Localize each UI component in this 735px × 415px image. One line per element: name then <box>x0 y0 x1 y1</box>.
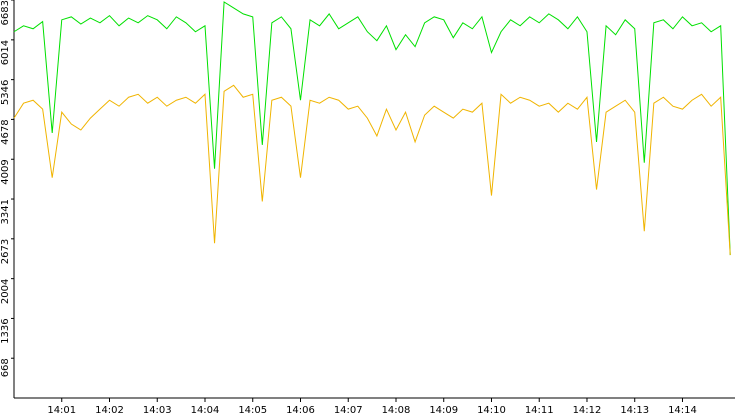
x-tick-label: 14:08 <box>382 405 411 415</box>
y-tick-label: 4678 <box>0 119 11 144</box>
x-tick-label: 14:11 <box>525 405 554 415</box>
y-tick-label: 6014 <box>0 40 11 65</box>
x-tick-label: 14:13 <box>620 405 649 415</box>
y-tick-label: 4009 <box>0 159 11 184</box>
x-tick-label: 14:06 <box>286 405 315 415</box>
x-tick-label: 14:01 <box>47 405 76 415</box>
y-tick-label: 1336 <box>0 318 11 343</box>
x-tick-label: 14:04 <box>191 405 220 415</box>
x-tick-label: 14:09 <box>429 405 458 415</box>
y-tick-label: 5346 <box>0 80 11 105</box>
y-tick-label: 3341 <box>0 199 11 224</box>
line-series <box>13 1 731 256</box>
x-tick-label: 14:10 <box>477 405 506 415</box>
x-tick-label: 14:14 <box>668 405 697 415</box>
y-tick-label: 668 <box>0 358 11 377</box>
y-tick-label: 2004 <box>0 279 11 304</box>
x-tick-label: 14:05 <box>238 405 267 415</box>
y-tick-label: 2673 <box>0 239 11 264</box>
x-tick-label: 14:02 <box>95 405 124 415</box>
y-tick-label: 6683 <box>0 0 11 25</box>
x-tick-label: 14:12 <box>573 405 602 415</box>
x-tick-label: 14:07 <box>334 405 363 415</box>
x-tick-label: 14:03 <box>143 405 172 415</box>
line-series <box>13 84 731 256</box>
